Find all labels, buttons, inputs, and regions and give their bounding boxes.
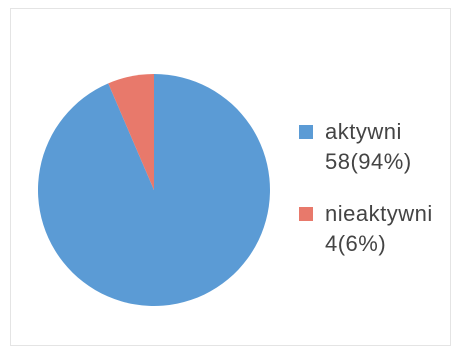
- legend-label-nieaktywni: nieaktywni: [325, 201, 433, 226]
- legend-item-nieaktywni: nieaktywni 4(6%): [299, 199, 457, 259]
- legend-swatch-nieaktywni: [299, 207, 313, 221]
- legend-swatch-aktywni: [299, 125, 313, 139]
- legend-item-aktywni: aktywni 58(94%): [299, 117, 457, 177]
- pie-chart: [37, 74, 270, 306]
- legend-label-aktywni: aktywni: [325, 119, 402, 144]
- legend-value-nieaktywni: 4(6%): [325, 231, 387, 256]
- pie-slice-nieaktywni: [108, 74, 154, 190]
- legend-value-aktywni: 58(94%): [325, 149, 412, 174]
- pie-slice-aktywni: [37, 74, 270, 306]
- chart-area: aktywni 58(94%) nieaktywni 4(6%): [10, 8, 451, 346]
- legend: aktywni 58(94%) nieaktywni 4(6%): [299, 117, 457, 259]
